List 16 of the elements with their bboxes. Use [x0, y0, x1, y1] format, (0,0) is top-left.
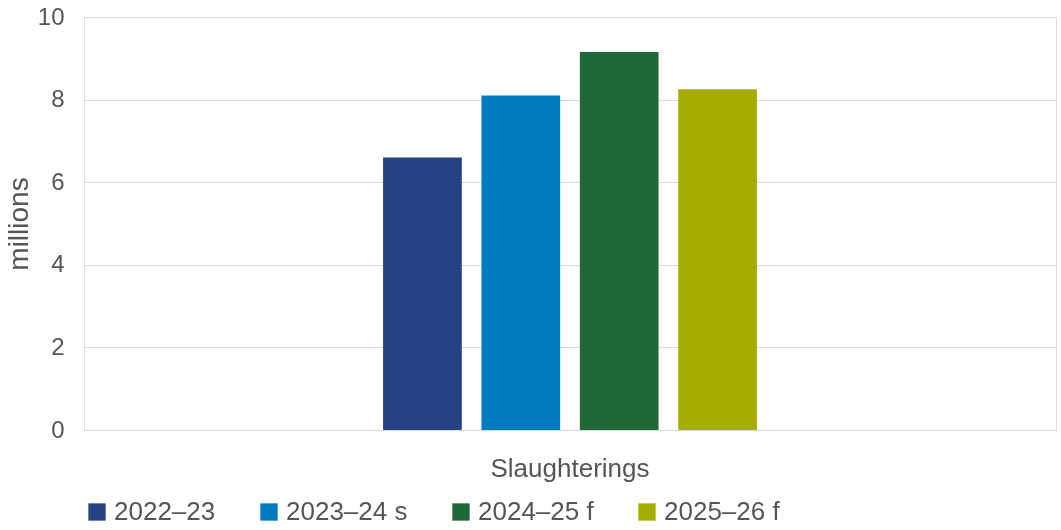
bar [481, 95, 561, 430]
legend-label: 2022–23 [114, 496, 216, 526]
y-tick-label: 6 [51, 167, 65, 195]
legend-label: 2024–25 f [478, 496, 595, 526]
y-tick-label: 2 [51, 332, 65, 360]
legend-label: 2025–26 f [664, 496, 781, 526]
legend-label: 2023–24 s [286, 496, 408, 526]
y-tick-label: 10 [37, 2, 65, 30]
y-tick-label: 0 [51, 415, 65, 443]
y-tick-label: 8 [51, 85, 65, 113]
y-axis-title: millions [2, 177, 34, 271]
bar [678, 89, 757, 430]
bar [579, 52, 659, 430]
x-tick-label: Slaughterings [490, 452, 650, 483]
y-tick-label: 4 [51, 250, 65, 278]
bar [383, 157, 462, 430]
